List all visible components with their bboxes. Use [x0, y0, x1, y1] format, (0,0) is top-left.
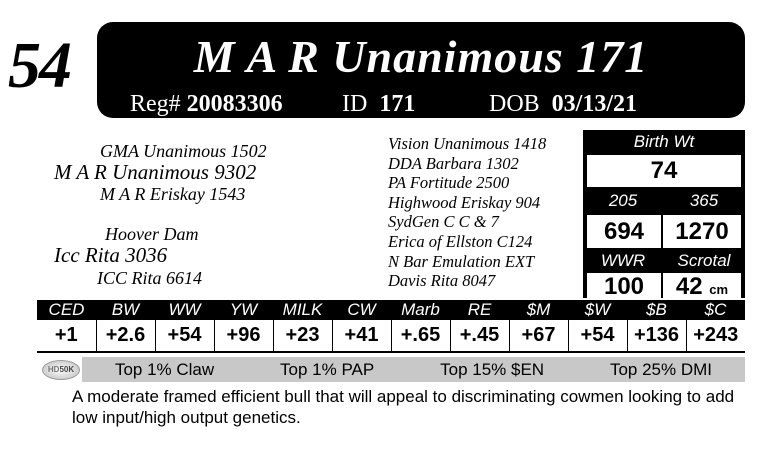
wwr-value: 100 [587, 273, 661, 300]
grandparent-4: SydGen C C & 7 [388, 212, 499, 232]
w205-label: 205 [608, 191, 638, 210]
grandparent-2: PA Fortitude 2500 [388, 173, 510, 193]
grandparent-6: N Bar Emulation EXT [388, 251, 535, 271]
epd-header-ced: CED [37, 300, 96, 320]
epd-header-yw: YW [214, 300, 273, 320]
epd-value: +96 [213, 320, 273, 353]
epd-header-marb: Marb [391, 300, 450, 320]
badge: Top 1% Claw [114, 359, 215, 379]
epd-value: +.65 [390, 320, 450, 353]
epd-value: +136 [626, 320, 686, 353]
registration: Reg# 20083306 [130, 91, 283, 118]
id-value: 171 [379, 91, 416, 117]
epd-value: +23 [272, 320, 332, 353]
scrotal-value: 42 cm [663, 273, 741, 300]
badge: Top 1% PAP [280, 359, 375, 379]
badge: Top 15% $EN [440, 359, 545, 379]
badge: Top 25% DMI [609, 359, 713, 379]
genomic-badges: Top 1% Claw Top 1% PAP Top 15% $EN Top 25% … [82, 357, 745, 382]
id-field: ID 171 [342, 91, 415, 118]
scrotal-unit: cm [709, 282, 729, 297]
description: A moderate framed efficient bull that wi… [72, 387, 735, 427]
id-label: ID [342, 91, 368, 117]
epd-header-ww: WW [155, 300, 214, 320]
sire-dam: M A R Eriskay 1543 [100, 184, 246, 204]
epd-value: +.45 [449, 320, 509, 353]
header-box: M A R Unanimous 171 Reg# 20083306 ID 171… [97, 22, 745, 118]
sire-sire: GMA Unanimous 1502 [100, 141, 267, 161]
dob-field: DOB 03/13/21 [489, 91, 637, 118]
bull-name: M A R Unanimous 171 [193, 31, 649, 82]
dam-sire: Hoover Dam [105, 224, 199, 244]
dam-dam: ICC Rita 6614 [97, 268, 203, 288]
w365-label: 365 [689, 191, 719, 210]
epd-value: +41 [331, 320, 391, 353]
epd-value: +243 [685, 320, 745, 353]
epd-header-cw: CW [332, 300, 391, 320]
hd50k-logo: HD50K [42, 360, 80, 380]
w205-value: 694 [587, 215, 661, 248]
epd-value: +54 [154, 320, 214, 353]
wwr-label: WWR [600, 251, 646, 270]
grandparent-1: DDA Barbara 1302 [388, 153, 519, 173]
grandparent-5: Erica of Ellston C124 [388, 232, 533, 251]
performance-panel: Birth Wt 74 205 365 694 1270 WWR Scrotal… [583, 130, 745, 300]
birth-wt-label: Birth Wt [633, 132, 695, 151]
epd-value: +1 [37, 320, 96, 353]
reg-number: 20083306 [186, 91, 283, 117]
epd-header-bw: BW [96, 300, 155, 320]
w365-value: 1270 [663, 215, 741, 248]
lot-number: 54 [8, 29, 72, 102]
epd-value: +2.6 [95, 320, 155, 353]
epd-table: CED BW WW YW MILK CW Marb RE $M $W $B $C +1 +2.6 +54 +9… [37, 300, 745, 353]
epd-header-re: RE [450, 300, 509, 320]
grandparent-7: Davis Rita 8047 [388, 271, 496, 291]
epd-value: +54 [567, 320, 627, 353]
epd-header-dollar-m: $M [509, 300, 568, 320]
epd-value: +67 [508, 320, 568, 353]
birth-wt-value: 74 [587, 155, 741, 187]
grandparent-0: Vision Unanimous 1418 [388, 134, 547, 153]
grandparent-3: Highwood Eriskay 904 [388, 192, 541, 212]
dob-value: 03/13/21 [551, 91, 638, 117]
epd-header-dollar-b: $B [627, 300, 686, 320]
epd-header-dollar-w: $W [568, 300, 627, 320]
dob-label: DOB [489, 91, 540, 117]
epd-header-milk: MILK [273, 300, 332, 320]
scrotal-number: 42 [675, 273, 703, 300]
dam: Icc Rita 3036 [54, 243, 168, 267]
epd-header-dollar-c: $C [686, 300, 745, 320]
reg-label: Reg# [130, 91, 181, 117]
scrotal-label: Scrotal [677, 251, 731, 270]
sire: M A R Unanimous 9302 [54, 160, 257, 184]
